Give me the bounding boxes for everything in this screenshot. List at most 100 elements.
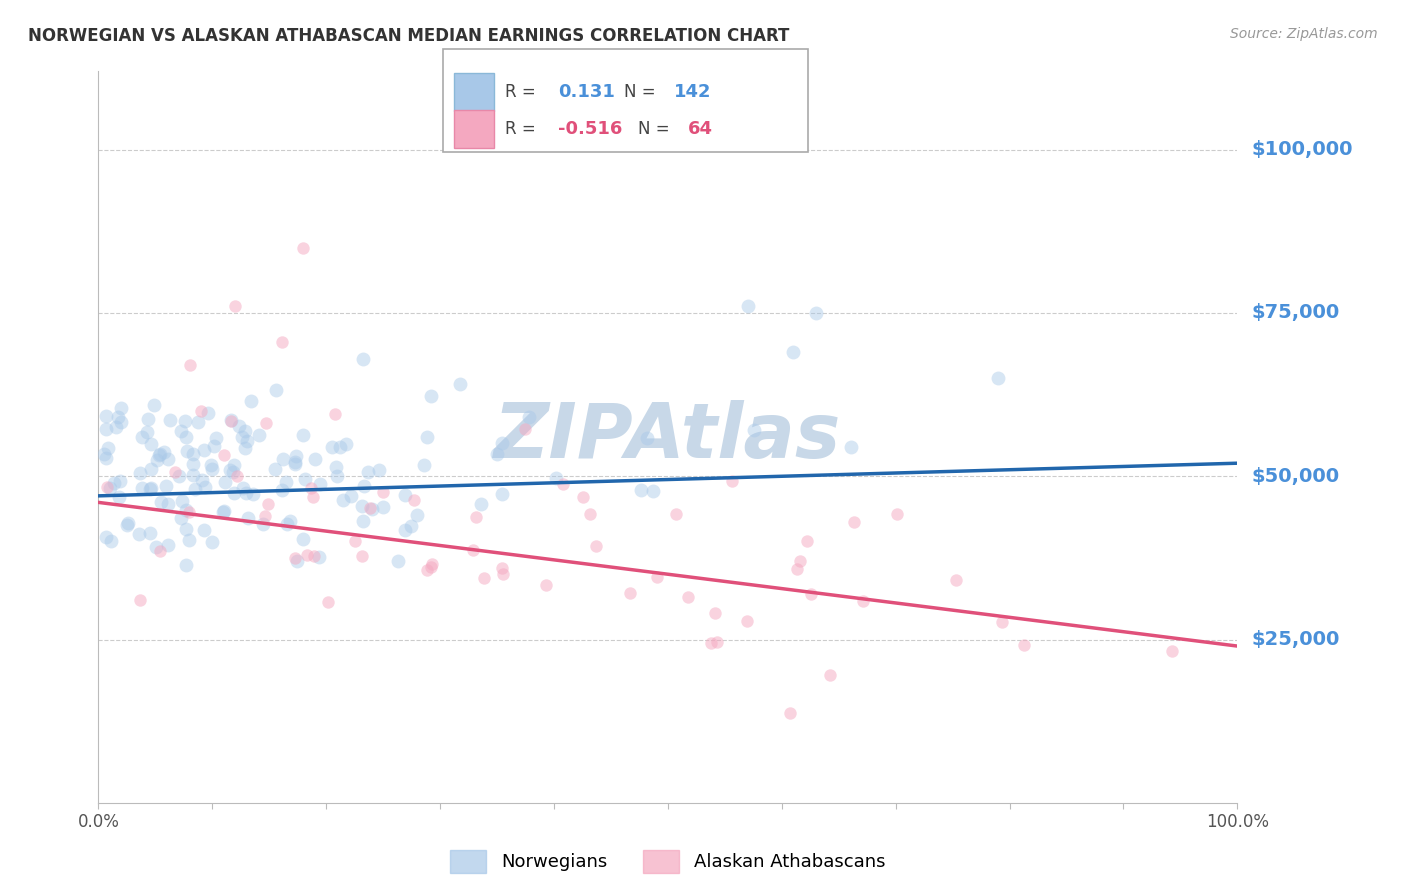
Point — [98, 482, 121, 496]
Point — [368, 463, 391, 477]
Point — [420, 557, 443, 571]
Point — [149, 543, 172, 558]
Point — [184, 482, 207, 496]
Point — [352, 514, 374, 528]
Point — [572, 490, 595, 504]
Point — [94, 409, 117, 424]
Point — [450, 376, 472, 391]
Point — [139, 481, 162, 495]
Point — [636, 431, 658, 445]
Point — [387, 554, 409, 568]
Point — [100, 533, 122, 548]
Point — [371, 500, 394, 515]
Point — [287, 554, 309, 568]
Point — [174, 558, 197, 573]
Point — [108, 474, 131, 488]
Point — [309, 476, 332, 491]
Point — [110, 415, 132, 429]
Point — [224, 458, 246, 472]
Point — [544, 471, 567, 485]
Point — [214, 475, 236, 489]
Point — [394, 523, 416, 537]
Text: 142: 142 — [673, 83, 711, 101]
Point — [103, 476, 125, 491]
Point — [238, 511, 260, 525]
Point — [256, 497, 278, 511]
Point — [145, 540, 167, 554]
Point — [105, 420, 128, 434]
Point — [359, 500, 381, 515]
Point — [470, 497, 492, 511]
Point — [513, 422, 536, 436]
Point — [270, 483, 292, 497]
Point — [253, 508, 276, 523]
Point — [179, 358, 201, 372]
Point — [786, 562, 808, 576]
Point — [247, 427, 270, 442]
Point — [212, 505, 235, 519]
Text: N =: N = — [624, 83, 661, 101]
Point — [284, 551, 307, 566]
Point — [782, 345, 804, 359]
Point — [491, 561, 513, 575]
Point — [321, 440, 343, 454]
Point — [534, 578, 557, 592]
Point — [990, 615, 1012, 629]
Point — [645, 570, 668, 584]
Text: $50,000: $50,000 — [1251, 467, 1340, 486]
Point — [219, 413, 242, 427]
Point — [326, 468, 349, 483]
Point — [416, 563, 439, 577]
Point — [156, 538, 179, 552]
Point — [129, 466, 152, 480]
Point — [316, 595, 339, 609]
Point — [1161, 644, 1184, 658]
Point — [841, 440, 863, 454]
Point — [128, 593, 150, 607]
Point — [641, 483, 664, 498]
Point — [242, 487, 264, 501]
Point — [165, 466, 187, 480]
Point — [399, 518, 422, 533]
Text: 0.131: 0.131 — [558, 83, 614, 101]
Point — [463, 542, 485, 557]
Point — [228, 419, 250, 434]
Point — [371, 485, 394, 500]
Point — [149, 495, 172, 509]
Text: NORWEGIAN VS ALASKAN ATHABASCAN MEDIAN EARNINGS CORRELATION CHART: NORWEGIAN VS ALASKAN ATHABASCAN MEDIAN E… — [28, 27, 790, 45]
Point — [353, 479, 375, 493]
Point — [187, 415, 209, 429]
Point — [156, 497, 179, 511]
Point — [742, 423, 765, 437]
Point — [201, 461, 224, 475]
Point — [200, 458, 222, 472]
Point — [218, 463, 240, 477]
Point — [131, 430, 153, 444]
Point — [517, 409, 540, 424]
Point — [264, 462, 287, 476]
Point — [796, 533, 818, 548]
Point — [352, 549, 374, 564]
Point — [264, 383, 287, 397]
Point — [136, 411, 159, 425]
Point — [779, 706, 801, 721]
Point — [108, 491, 131, 505]
Point — [252, 516, 274, 531]
Point — [1012, 638, 1035, 652]
Point — [93, 447, 115, 461]
Point — [842, 515, 865, 529]
Point — [205, 431, 228, 445]
Point — [292, 241, 315, 255]
Point — [94, 451, 117, 466]
Point — [194, 480, 217, 494]
Point — [148, 448, 170, 462]
Point — [139, 437, 162, 451]
Point — [181, 467, 204, 482]
Point — [271, 335, 294, 350]
Point — [97, 441, 120, 455]
Point — [284, 458, 307, 472]
Point — [308, 549, 330, 564]
Point — [236, 434, 259, 449]
Point — [676, 591, 699, 605]
Point — [138, 525, 160, 540]
